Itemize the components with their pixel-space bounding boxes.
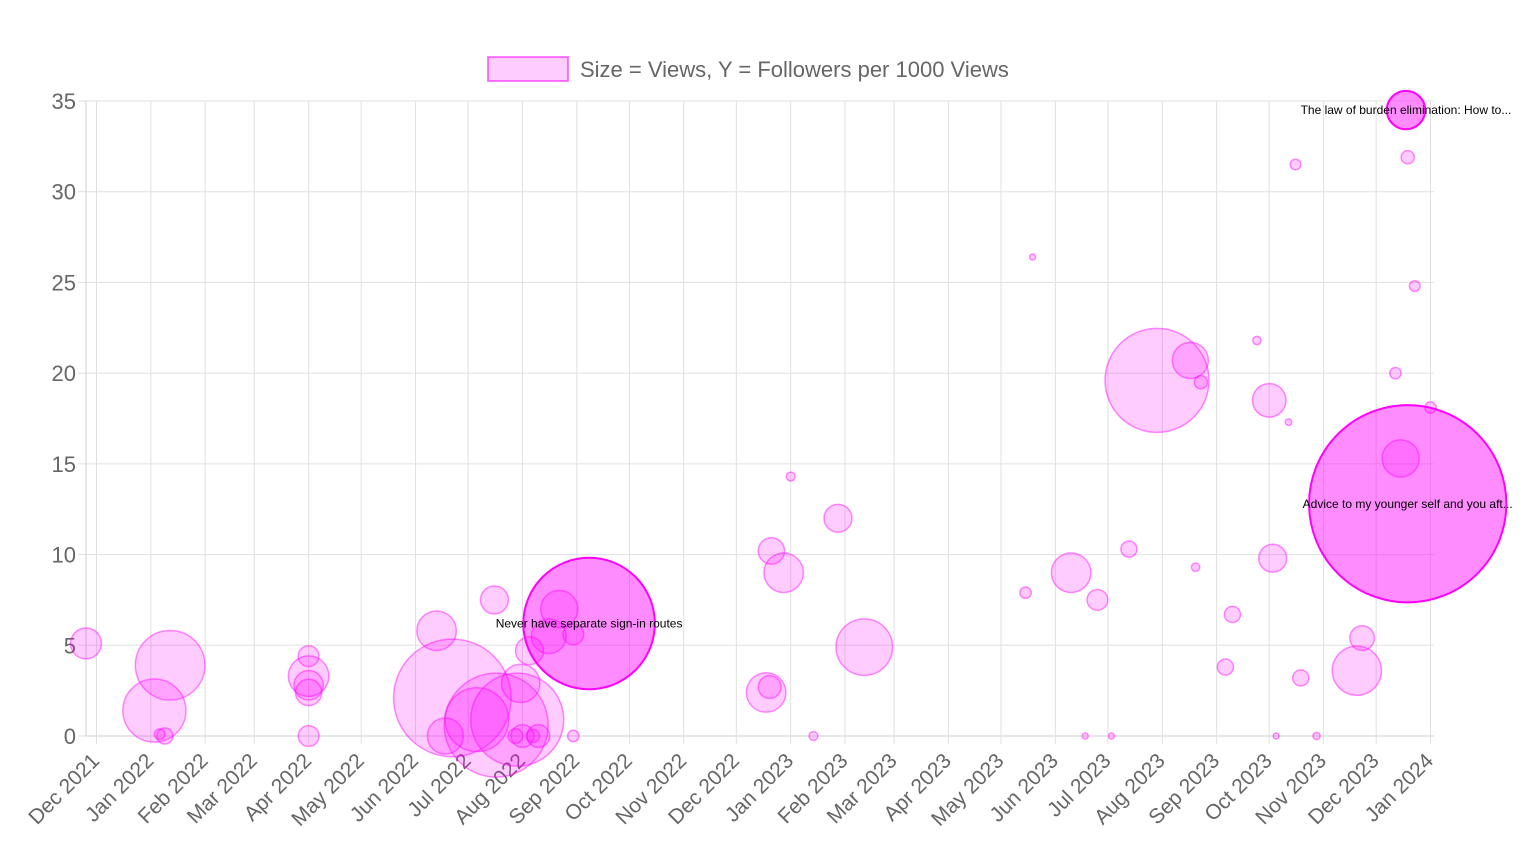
bubble[interactable] <box>1223 605 1242 624</box>
bubble[interactable] <box>500 663 541 704</box>
bubble-labels: Never have separate sign-in routes The la… <box>496 103 1513 630</box>
bubble[interactable] <box>1289 158 1302 171</box>
bubble[interactable] <box>134 629 206 701</box>
bubble[interactable] <box>757 537 786 565</box>
bubble[interactable] <box>1312 731 1321 741</box>
bubble[interactable] <box>1272 732 1280 740</box>
bubble[interactable] <box>785 471 796 482</box>
y-tick-label: 10 <box>52 543 76 568</box>
bubble[interactable] <box>153 728 166 741</box>
bubble[interactable] <box>525 728 541 744</box>
bubble[interactable] <box>297 724 320 748</box>
bubble[interactable] <box>823 503 853 533</box>
bubble[interactable] <box>1216 658 1235 676</box>
bubble-label: Advice to my younger self and you aft... <box>1303 497 1513 511</box>
bubble[interactable] <box>1284 418 1293 427</box>
bubble[interactable] <box>1400 149 1416 165</box>
bubble[interactable] <box>757 674 782 700</box>
highlighted-bubble[interactable] <box>1308 404 1508 604</box>
bubble-series <box>69 89 1508 778</box>
bubble[interactable] <box>156 727 174 745</box>
bubble[interactable] <box>1081 732 1089 740</box>
y-tick-label: 30 <box>52 180 76 205</box>
bubble[interactable] <box>507 727 524 745</box>
bubble[interactable] <box>510 723 535 749</box>
bubble[interactable] <box>469 672 565 767</box>
y-tick-label: 0 <box>64 724 76 749</box>
y-tick-label: 5 <box>64 633 76 658</box>
bubble[interactable] <box>745 671 787 713</box>
bubble[interactable] <box>1190 562 1201 573</box>
bubble[interactable] <box>1424 401 1437 415</box>
bubble[interactable] <box>526 723 551 749</box>
bubble[interactable] <box>1120 540 1138 558</box>
bubble[interactable] <box>1388 366 1402 380</box>
bubble[interactable] <box>294 678 323 707</box>
bubble[interactable] <box>1019 586 1033 600</box>
bubble[interactable] <box>1086 588 1109 612</box>
bubble[interactable] <box>1050 552 1092 594</box>
bubble[interactable] <box>1171 341 1210 380</box>
bubble[interactable] <box>763 552 805 594</box>
bubble[interactable] <box>297 645 320 668</box>
y-tick-label: 35 <box>52 89 76 114</box>
bubble[interactable] <box>416 610 458 652</box>
bubble[interactable] <box>392 638 512 758</box>
highlighted-bubble[interactable] <box>1385 89 1427 131</box>
bubble[interactable] <box>293 669 325 701</box>
bubble[interactable] <box>1381 439 1421 478</box>
grid-lines <box>78 100 1434 744</box>
bubble[interactable] <box>808 730 819 742</box>
bubble[interactable] <box>1193 374 1209 390</box>
legend-label: Size = Views, Y = Followers per 1000 Vie… <box>580 57 1009 82</box>
bubble[interactable] <box>835 618 894 677</box>
y-tick-label: 20 <box>52 361 76 386</box>
bubble[interactable] <box>444 687 510 753</box>
bubble-label: Never have separate sign-in routes <box>496 617 683 631</box>
bubble[interactable] <box>1331 645 1383 697</box>
bubble[interactable] <box>1258 543 1288 573</box>
bubble[interactable] <box>1107 732 1116 740</box>
legend-swatch[interactable] <box>487 56 569 82</box>
bubble[interactable] <box>426 717 465 755</box>
bubble[interactable] <box>530 618 567 655</box>
bubble-label: The law of burden elimination: How to... <box>1301 103 1512 117</box>
bubble[interactable] <box>1104 327 1210 434</box>
bubble[interactable] <box>69 627 103 660</box>
bubble[interactable] <box>562 623 585 646</box>
bubble[interactable] <box>566 729 580 743</box>
bubble[interactable] <box>1028 253 1037 261</box>
y-tick-label: 25 <box>52 270 76 295</box>
bubble[interactable] <box>1252 335 1262 346</box>
bubble[interactable] <box>1291 669 1310 687</box>
bubble[interactable] <box>287 655 330 698</box>
y-axis-ticks: 0 5 10 15 20 25 30 35 <box>52 89 76 749</box>
highlighted-bubble[interactable] <box>522 556 656 691</box>
bubble[interactable] <box>479 585 510 615</box>
bubble[interactable] <box>1349 624 1376 652</box>
bubble[interactable] <box>122 678 187 743</box>
bubble[interactable] <box>1408 280 1421 293</box>
bubble[interactable] <box>539 589 579 629</box>
legend[interactable]: Size = Views, Y = Followers per 1000 Vie… <box>487 56 1009 82</box>
bubble[interactable] <box>1251 382 1287 418</box>
bubble[interactable] <box>443 672 549 778</box>
y-tick-label: 15 <box>52 452 76 477</box>
